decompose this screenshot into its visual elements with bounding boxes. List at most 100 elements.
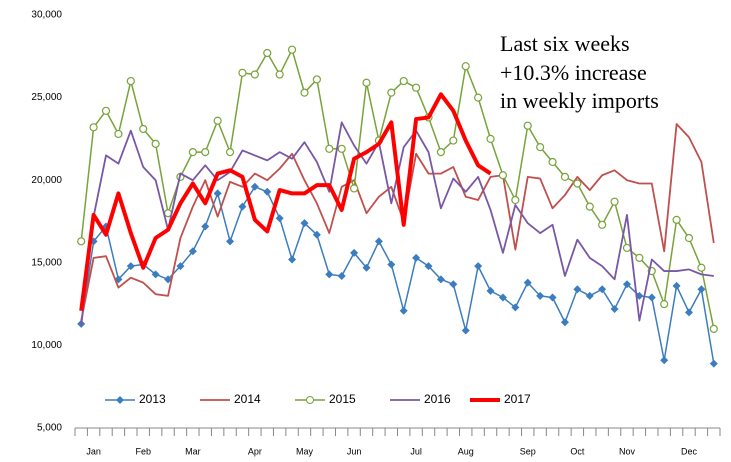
point (585, 291, 594, 300)
point (238, 68, 247, 77)
point (461, 62, 470, 71)
point (213, 116, 222, 125)
annotation: in weekly imports (500, 88, 659, 113)
point (275, 70, 284, 79)
series-line (80, 123, 715, 321)
point (697, 285, 706, 294)
point (114, 129, 123, 139)
point (399, 306, 408, 315)
x-tick-label: Jul (410, 446, 422, 456)
point (610, 197, 619, 206)
point (622, 280, 631, 289)
point (660, 356, 669, 365)
point (585, 202, 594, 211)
y-tick-label: 10,000 (31, 340, 62, 351)
point (486, 134, 495, 143)
point (536, 291, 545, 300)
legend-label: 2017 (504, 392, 531, 406)
point (672, 215, 681, 224)
legend-marker (306, 396, 314, 404)
x-tick-label: Feb (135, 446, 151, 456)
x-tick-label: Apr (248, 446, 262, 456)
point (573, 285, 582, 294)
point (151, 270, 160, 279)
point (188, 148, 197, 157)
point (226, 237, 235, 246)
point (151, 139, 160, 148)
point (684, 308, 693, 317)
point (300, 88, 309, 97)
point (201, 148, 210, 157)
point (399, 76, 408, 86)
point (350, 248, 359, 257)
point (238, 202, 247, 211)
point (250, 182, 259, 191)
legend-label: 2013 (139, 392, 166, 406)
point (536, 143, 545, 152)
point (461, 326, 470, 335)
point (139, 124, 148, 134)
point (523, 121, 532, 130)
point (709, 359, 718, 368)
legend-label: 2014 (234, 392, 261, 406)
y-tick-label: 20,000 (31, 175, 62, 186)
point (598, 285, 607, 294)
point (337, 144, 346, 153)
point (560, 172, 570, 181)
series-line (79, 92, 492, 311)
x-tick-label: Dec (681, 446, 698, 456)
x-tick-label: Jun (347, 446, 362, 456)
x-tick-label: Jan (86, 446, 101, 456)
point (225, 148, 235, 157)
point (449, 136, 458, 145)
legend-label: 2015 (329, 392, 356, 406)
point (498, 293, 507, 302)
x-tick-label: Aug (458, 446, 474, 456)
point (176, 262, 185, 271)
point (660, 300, 669, 309)
y-tick-label: 15,000 (31, 257, 62, 268)
point (101, 106, 111, 115)
point (560, 318, 569, 327)
point (436, 275, 445, 284)
point (548, 157, 557, 167)
point (201, 222, 210, 231)
x-tick-label: May (296, 446, 314, 456)
point (126, 76, 135, 86)
legend-marker (116, 396, 124, 404)
point (436, 148, 446, 157)
point (548, 293, 557, 302)
annotation: +10.3% increase (500, 60, 647, 85)
x-tick-label: Sep (520, 446, 536, 456)
point (89, 123, 98, 132)
point (511, 195, 520, 205)
point (523, 278, 532, 287)
point (164, 275, 173, 284)
point (486, 286, 495, 295)
y-tick-label: 25,000 (31, 92, 62, 103)
point (250, 70, 259, 79)
point (672, 281, 681, 290)
point (77, 237, 86, 246)
point (126, 262, 135, 271)
point (188, 247, 197, 256)
point (573, 179, 582, 188)
point (325, 270, 334, 279)
point (598, 220, 607, 229)
point (709, 324, 718, 333)
point (362, 78, 371, 87)
point (424, 262, 433, 271)
point (287, 45, 297, 54)
x-tick-label: Mar (185, 446, 201, 456)
annotation: Last six weeks (500, 31, 630, 56)
point (263, 48, 272, 58)
point (362, 263, 371, 272)
point (610, 305, 619, 314)
point (312, 230, 321, 239)
point (412, 253, 421, 262)
point (635, 253, 644, 262)
x-tick-label: Oct (570, 446, 585, 456)
point (325, 144, 334, 153)
